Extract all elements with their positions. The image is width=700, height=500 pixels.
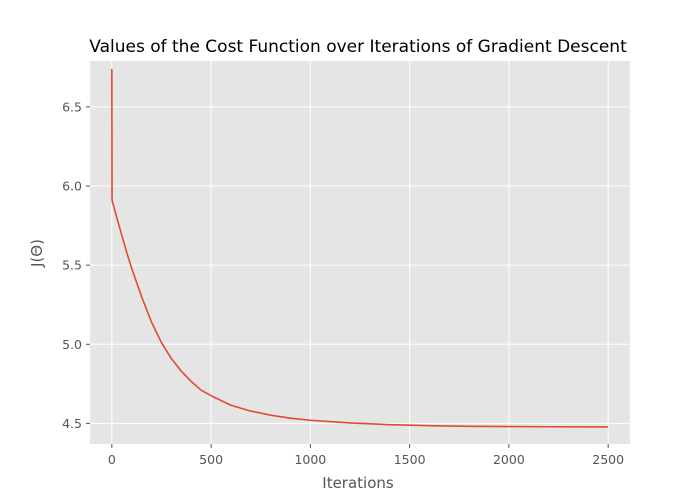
x-tick-label: 0: [108, 452, 116, 467]
chart-title: Values of the Cost Function over Iterati…: [89, 37, 627, 57]
x-tick-label: 1000: [294, 452, 326, 467]
y-tick-label: 5.0: [62, 337, 82, 352]
y-tick-label: 4.5: [62, 416, 82, 431]
y-axis-label: J(Θ): [28, 239, 46, 268]
y-tick-label: 5.5: [62, 258, 82, 273]
series-layer: [111, 68, 609, 428]
plot-background: [90, 61, 630, 444]
x-tick-label: 2500: [592, 452, 624, 467]
x-axis-label: Iterations: [322, 474, 394, 492]
grid-lines: [90, 61, 630, 444]
y-tick-label: 6.5: [62, 99, 82, 114]
x-tick-label: 1500: [394, 452, 426, 467]
x-tick-label: 500: [199, 452, 223, 467]
y-tick-label: 6.0: [62, 179, 82, 194]
tick-labels: 0 500 1000 1500 2000 2500 4.5 5.0 5.5 6.0 6.5: [62, 99, 624, 467]
cost-series-line: [111, 68, 609, 428]
x-tick-label: 2000: [493, 452, 525, 467]
